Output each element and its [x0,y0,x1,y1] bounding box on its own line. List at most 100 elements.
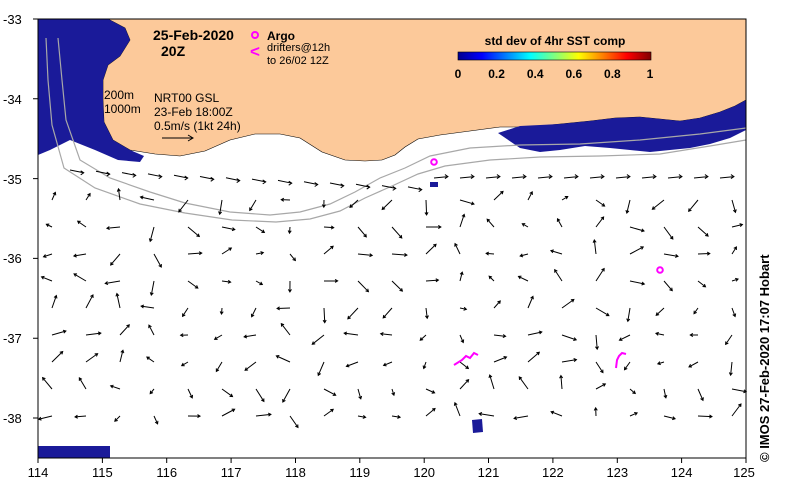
current-vector [688,199,699,213]
current-vector [255,226,266,234]
current-vector [357,415,367,419]
current-vector [459,378,470,390]
current-vector [276,306,291,311]
current-vector [488,374,495,390]
current-vector [697,280,707,288]
current-vector [355,183,371,190]
current-vector [116,187,121,201]
current-vector [654,331,665,336]
current-vector [173,174,189,181]
current-vector [629,280,646,286]
current-vector [255,251,265,255]
current-model-name: NRT00 GSL [154,91,219,105]
current-vector [182,307,189,318]
current-vector [323,388,337,396]
current-vector [625,199,631,214]
current-vector [459,271,464,282]
current-vector [391,280,404,292]
current-vector [563,174,579,180]
current-vector [179,333,189,338]
current-vector [527,295,534,309]
current-vector [486,218,495,228]
current-vector [121,172,137,178]
current-vector [251,178,267,185]
current-vector [109,384,121,390]
current-vector [69,169,85,176]
current-vector [697,251,711,256]
current-vector [731,246,737,255]
current-vector [697,414,713,419]
current-vector [215,361,223,373]
current-vector [95,170,111,177]
current-vector [629,388,636,395]
lon-tick-label: 119 [349,465,370,480]
current-vector [178,199,189,213]
lat-tick-label: -34 [3,92,22,107]
current-vectors [37,169,748,429]
current-vector [391,388,396,397]
current-vector [595,307,610,317]
current-vector [513,415,529,420]
current-vector [493,300,501,309]
drifter-legend-line2: to 26/02 12Z [267,55,329,67]
current-vector [347,307,359,320]
current-vector [663,415,676,421]
argo-legend-icon [251,31,259,39]
colorbar-tick-label: 0 [455,67,462,81]
current-vector [391,252,408,257]
lon-tick-label: 123 [606,465,628,480]
current-vector [221,247,233,255]
current-vector [527,191,533,201]
current-vector [419,334,427,341]
current-vector [559,374,564,390]
current-vector [549,249,563,255]
current-vector [280,322,291,336]
current-vector [493,356,508,363]
colorbar [457,51,652,61]
current-vector [317,361,325,377]
colorbar-tick-label: 0.4 [527,67,544,81]
current-vector [595,383,607,390]
current-vector [550,410,563,417]
current-vector [287,226,292,235]
current-vector [85,353,99,363]
current-vector [554,268,563,282]
current-vector [527,330,543,336]
lat-tick-label: -35 [3,172,22,187]
lat-tick-label: -36 [3,251,22,266]
current-vector [407,186,423,193]
current-vector [697,226,709,237]
current-vector [51,294,58,309]
current-vector [731,277,739,282]
current-vector [321,199,326,209]
current-vector [72,253,87,258]
current-vector [280,197,291,202]
current-vector [381,199,393,211]
credit-line: © IMOS 27-Feb-2020 17:07 Hobart [757,254,772,462]
current-vector [148,324,155,336]
current-vector [651,199,665,210]
current-vector [187,226,201,238]
current-vector [85,331,102,336]
current-vector [85,294,94,309]
current-vector [199,176,215,182]
current-scale-label: 0.5m/s (1kt 24h) [154,119,241,133]
current-vector [379,332,393,336]
current-vector [51,350,64,363]
current-vector [731,223,744,228]
current-vector [187,251,203,256]
current-vector [433,174,449,180]
colorbar-tick-label: 0.8 [604,67,621,81]
argo-legend-label: Argo [267,29,295,43]
current-vector [478,412,495,417]
colorbar-title: std dev of 4hr SST comp [485,34,626,48]
argo-floats [430,158,664,274]
argo-float-marker [656,266,664,274]
current-vector [425,278,440,283]
current-vector [693,174,709,180]
current-vector [221,408,236,417]
current-vector [153,415,159,425]
current-vector [618,334,631,341]
current-vector [221,226,236,232]
isobath-1000m-label: 1000m [104,102,141,116]
